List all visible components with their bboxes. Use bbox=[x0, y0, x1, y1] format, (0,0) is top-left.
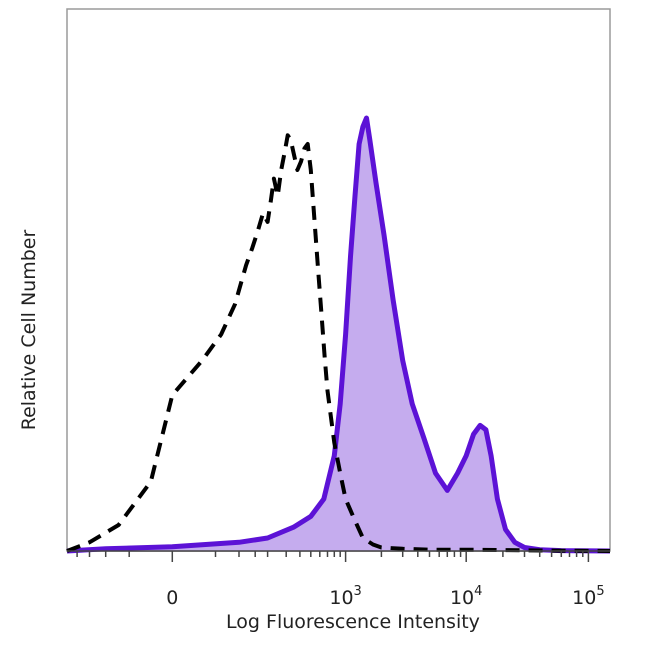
series-layer bbox=[66, 115, 611, 554]
x-tick-label: 104 bbox=[450, 584, 482, 609]
series-1-solid-line bbox=[66, 115, 611, 554]
x-tick-label: 0 bbox=[166, 587, 178, 609]
x-tick-label: 103 bbox=[329, 584, 361, 609]
series-0-dashed-line bbox=[66, 133, 611, 553]
x-ticks: 0 103 104 105 bbox=[76, 551, 605, 609]
y-axis-title: Relative Cell Number bbox=[18, 230, 40, 431]
series-1-area bbox=[67, 118, 610, 551]
x-tick-label: 105 bbox=[572, 584, 604, 609]
x-axis-title: Log Fluorescence Intensity bbox=[226, 611, 480, 633]
